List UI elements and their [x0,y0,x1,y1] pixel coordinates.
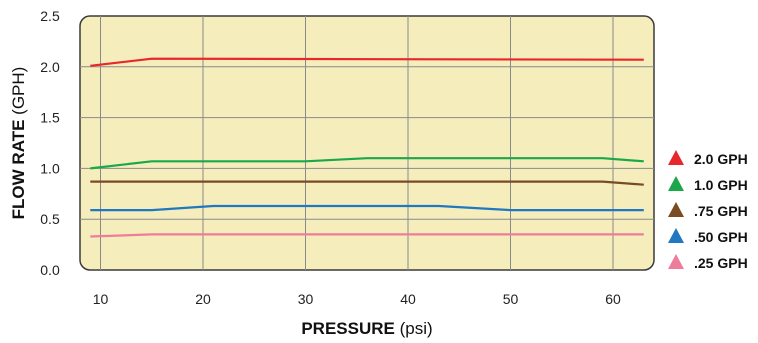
x-tick-labels: 10 20 30 40 50 60 [93,291,621,307]
legend: 2.0 GPH 1.0 GPH .75 GPH .50 GPH .25 GPH [668,150,748,271]
y-tick-label: 0.5 [40,211,60,227]
x-tick-label: 40 [400,291,416,307]
y-tick-label: 0.0 [40,262,60,278]
x-tick-label: 10 [93,291,109,307]
series-line-75-gph [90,180,644,186]
legend-triangle-icon [668,150,684,165]
legend-label-25-gph: .25 GPH [694,255,748,271]
series-line-2-0-gph [90,57,644,67]
y-axis-title-unit: (GPH) [9,67,28,115]
series-line-25-gph [90,233,644,238]
series-lines [90,57,644,238]
legend-triangle-icon [668,176,684,191]
x-tick-label: 50 [503,291,519,307]
legend-triangle-icon [668,202,684,217]
y-axis-title: FLOW RATE (GPH) [9,67,28,220]
plot-background [79,15,655,271]
x-axis-title: PRESSURE (psi) [301,319,432,338]
series-line-50-gph [90,204,644,212]
x-tick-label: 60 [605,291,621,307]
legend-triangle-icon [668,228,684,243]
y-tick-labels: 0.0 0.5 1.0 1.5 2.0 2.5 [40,8,60,278]
legend-label-75-gph: .75 GPH [694,203,748,219]
y-axis-title-main: FLOW RATE [9,120,28,220]
y-tick-label: 1.5 [40,110,60,126]
x-axis-title-unit: (psi) [400,319,433,338]
legend-triangle-icon [668,254,684,269]
legend-label-1-0-gph: 1.0 GPH [694,177,748,193]
legend-label-50-gph: .50 GPH [694,229,748,245]
y-tick-label: 2.0 [40,59,60,75]
y-tick-label: 1.0 [40,160,60,176]
series-line-1-0-gph [90,157,644,170]
y-tick-label: 2.5 [40,8,60,24]
x-tick-label: 30 [298,291,314,307]
x-axis-title-main: PRESSURE [301,319,395,338]
x-tick-label: 20 [195,291,211,307]
legend-label-2-0-gph: 2.0 GPH [694,151,748,167]
